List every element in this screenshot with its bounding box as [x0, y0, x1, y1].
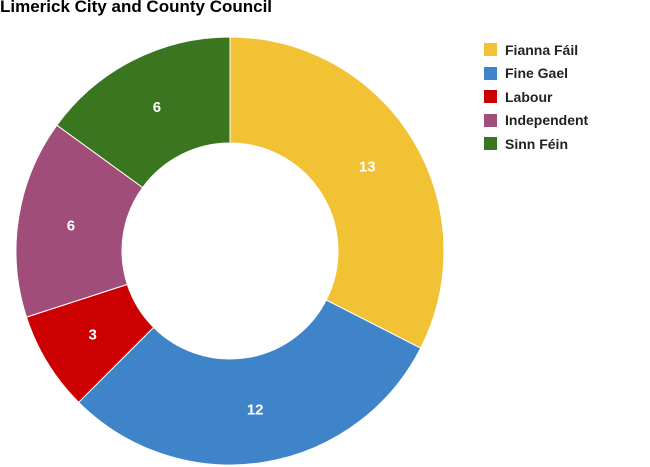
slice-label-fine-gael: 12: [247, 402, 264, 419]
legend-item-fianna-fail[interactable]: Fianna Fáil: [484, 38, 588, 62]
slice-label-fianna-fail: 13: [359, 158, 376, 175]
legend-item-labour[interactable]: Labour: [484, 85, 588, 109]
legend-label: Labour: [505, 88, 553, 105]
slice-labels-group: 13 12 3 6 6: [67, 99, 376, 418]
legend-swatch: [484, 43, 497, 57]
slice-label-labour: 3: [89, 327, 97, 344]
legend-item-independent[interactable]: Independent: [484, 109, 588, 133]
legend-item-sinn-fein[interactable]: Sinn Féin: [484, 132, 588, 156]
slice-label-sinn-fein: 6: [153, 99, 161, 116]
legend-label: Independent: [505, 112, 589, 129]
slice-fine-gael[interactable]: [77, 299, 422, 466]
legend-swatch: [484, 113, 497, 127]
slice-fianna-fail[interactable]: [229, 36, 445, 349]
legend-swatch: [484, 90, 497, 104]
slice-label-independent: 6: [67, 217, 75, 234]
slice-independent[interactable]: [15, 124, 144, 318]
slices-group: [15, 36, 445, 466]
legend-item-fine-gael[interactable]: Fine Gael: [484, 62, 588, 86]
legend-label: Fine Gael: [505, 65, 569, 82]
legend: Fianna Fáil Fine Gael Labour Independent Sin…: [484, 38, 588, 156]
legend-label: Fianna Fáil: [505, 41, 579, 58]
legend-swatch: [484, 137, 497, 151]
legend-swatch: [484, 66, 497, 80]
legend-label: Sinn Féin: [505, 135, 568, 152]
slice-sinn-fein[interactable]: [56, 36, 231, 189]
chart-title: Limerick City and County Council: [0, 0, 273, 16]
